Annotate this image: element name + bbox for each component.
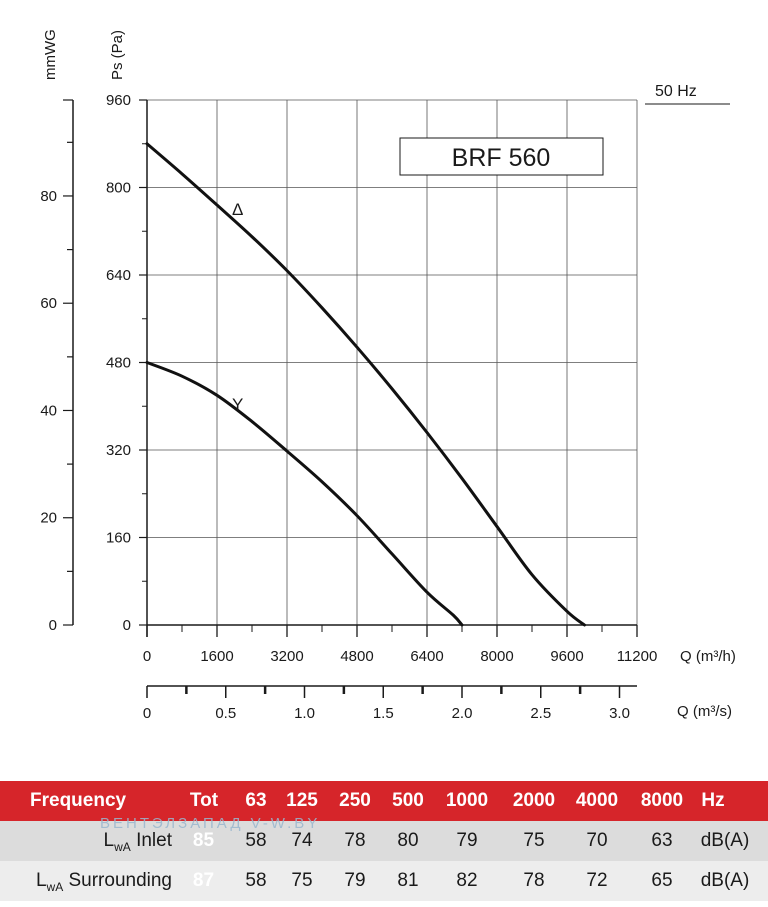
table-cell: 72 xyxy=(586,870,608,891)
table-cell: 81 xyxy=(397,870,419,891)
y2-tick-label: 80 xyxy=(40,188,57,205)
x-tick-label: 11200 xyxy=(617,648,658,665)
table-cell: 65 xyxy=(651,870,673,891)
y-tick-label: 640 xyxy=(106,267,131,284)
table-row-surrounding: LwA Surrounding 87 58 75 79 81 82 78 72 … xyxy=(0,861,768,901)
header-band: 8000 xyxy=(640,790,684,811)
chart-series xyxy=(145,142,586,627)
chart-axes xyxy=(63,99,638,698)
frequency-label: 50 Hz xyxy=(655,83,697,100)
x2-tick-label: 1.5 xyxy=(373,705,394,722)
y-tick-label: 480 xyxy=(106,355,131,372)
table-cell: 75 xyxy=(291,870,313,891)
series-label: Y xyxy=(232,395,243,414)
row-label: LwA Inlet xyxy=(103,830,172,854)
table-cell: 70 xyxy=(586,830,608,851)
x-tick-label: 3200 xyxy=(270,648,303,665)
y-tick-label: 960 xyxy=(106,92,131,109)
y2-tick-label: 40 xyxy=(40,402,57,419)
y-tick-label: 320 xyxy=(106,442,131,459)
x-axis-title: Q (m³/h) xyxy=(680,648,736,665)
header-frequency: Frequency xyxy=(30,790,127,811)
chart-grid xyxy=(146,99,638,626)
table-header-row: Frequency Tot 63 125 250 500 1000 2000 4… xyxy=(0,781,768,821)
table-cell: 78 xyxy=(344,830,366,851)
header-band: 1000 xyxy=(445,790,489,811)
x-tick-label: 1600 xyxy=(200,648,233,665)
series-label: Δ xyxy=(232,200,243,219)
x-tick-label: 0 xyxy=(143,648,151,665)
header-tot: Tot xyxy=(189,790,219,811)
watermark: ВЕНТЭЛЗАПАД V-W.BY xyxy=(100,815,321,832)
table-row-inlet: LwA Inlet 85 58 74 78 80 79 75 70 63 dB(… xyxy=(0,821,768,861)
x2-tick-label: 2.5 xyxy=(530,705,551,722)
y2-tick-label: 60 xyxy=(40,295,57,312)
header-band: 2000 xyxy=(512,790,556,811)
table-cell: 79 xyxy=(456,830,478,851)
table-cell: 75 xyxy=(523,830,545,851)
header-band: 125 xyxy=(286,790,318,811)
table-cell: 58 xyxy=(245,830,267,851)
x2-tick-label: 3.0 xyxy=(609,705,630,722)
header-band: 500 xyxy=(392,790,424,811)
x2-axis-title: Q (m³/s) xyxy=(677,703,732,720)
table-cell: 74 xyxy=(291,830,313,851)
table-cell: 78 xyxy=(523,870,545,891)
x-tick-label: 8000 xyxy=(480,648,513,665)
table-cell: 82 xyxy=(456,870,478,891)
y-axis-title: Ps (Pa) xyxy=(109,30,126,80)
model-label-box xyxy=(399,137,604,176)
y-tick-label: 800 xyxy=(106,180,131,197)
y-tick-label: 0 xyxy=(123,617,131,634)
x-tick-label: 9600 xyxy=(550,648,583,665)
y2-tick-label: 20 xyxy=(40,510,57,527)
y2-tick-label: 0 xyxy=(49,617,57,634)
model-label: BRF 560 xyxy=(452,144,551,172)
table-cell: 63 xyxy=(651,830,673,851)
x-tick-label: 4800 xyxy=(340,648,373,665)
header-unit: Hz xyxy=(701,790,725,811)
header-band: 63 xyxy=(245,790,267,811)
header-band: 4000 xyxy=(575,790,619,811)
row-tot-value: 87 xyxy=(192,870,215,891)
x-tick-label: 6400 xyxy=(410,648,443,665)
table-cell: 58 xyxy=(245,870,267,891)
x2-tick-label: 2.0 xyxy=(452,705,473,722)
row-unit: dB(A) xyxy=(700,870,750,891)
x2-tick-label: 1.0 xyxy=(294,705,315,722)
x2-tick-label: 0 xyxy=(143,705,151,722)
header-band: 250 xyxy=(339,790,371,811)
row-label: LwA Surrounding xyxy=(35,870,172,894)
sound-power-table: Frequency Tot 63 125 250 500 1000 2000 4… xyxy=(0,775,768,903)
row-tot-value: 85 xyxy=(192,830,215,851)
y-tick-label: 160 xyxy=(106,530,131,547)
table-cell: 80 xyxy=(397,830,419,851)
row-unit: dB(A) xyxy=(700,830,750,851)
series-line-y xyxy=(145,361,464,627)
y2-axis-title: mmWG xyxy=(42,29,59,80)
x2-tick-label: 0.5 xyxy=(215,705,236,722)
table-cell: 79 xyxy=(344,870,366,891)
series-line-delta xyxy=(145,142,586,627)
